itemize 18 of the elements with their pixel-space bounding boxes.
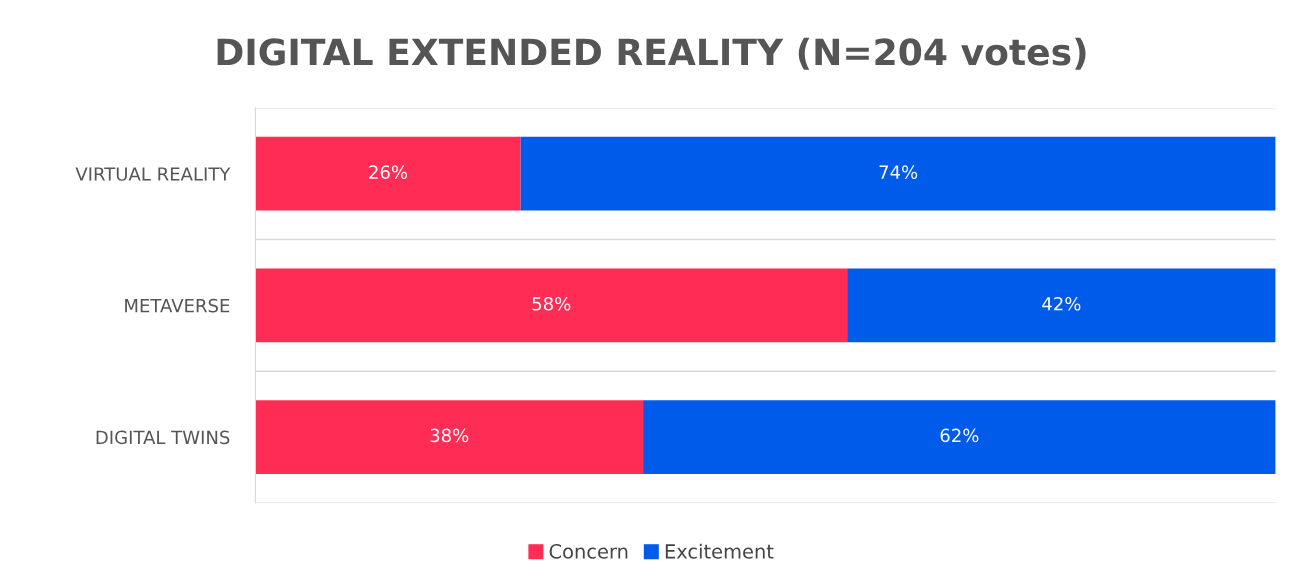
y-tick-label: VIRTUAL REALITY (75, 167, 231, 181)
y-tick-label: DIGITAL TWINS (96, 430, 230, 445)
data-label: 62% (940, 428, 979, 443)
legend-label: Concern (549, 544, 628, 559)
chart-title: DIGITAL EXTENDED REALITY (N=204 votes) (217, 37, 1086, 70)
bar (255, 136, 521, 211)
data-label: 26% (369, 165, 408, 179)
legend-label: Excitement (665, 543, 774, 559)
data-label: 42% (1042, 296, 1081, 311)
data-label: 74% (879, 165, 918, 179)
bar (255, 400, 644, 474)
bar (847, 268, 1276, 343)
bar (643, 400, 1276, 474)
data-label: 58% (532, 296, 571, 311)
bar (520, 136, 1276, 211)
y-tick-label: METAVERSE (125, 298, 230, 313)
bar (255, 268, 848, 343)
data-label: 38% (430, 428, 469, 443)
